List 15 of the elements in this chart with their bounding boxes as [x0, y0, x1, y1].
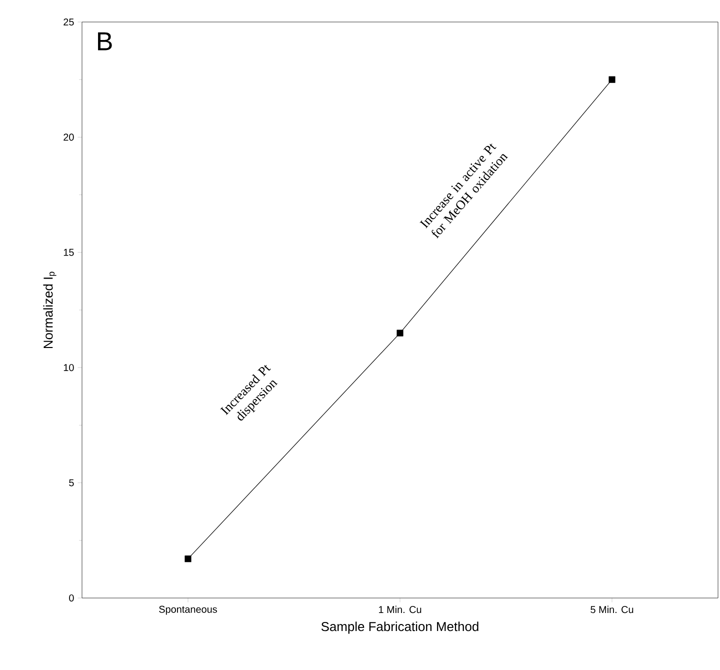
x-tick-label: Spontaneous [159, 606, 217, 615]
x-tick-label: 1 Min. Cu [378, 606, 422, 614]
x-axis-title: Sample Fabrication Method [321, 622, 478, 634]
point [608, 76, 616, 83]
y-tick-label: 25 [64, 18, 74, 26]
y-tick-label: 15 [64, 248, 74, 256]
y-tick-label: 0 [69, 594, 74, 602]
y-tick-label: 20 [64, 134, 74, 141]
point [396, 330, 404, 336]
y-axis-title: Normalized I$_{p}$ [43, 272, 56, 348]
x-tick-label: 5 Min. Cu [590, 606, 634, 614]
y-tick-label: 5 [69, 479, 74, 486]
annotation: B [98, 32, 112, 50]
y-tick-label: 10 [64, 364, 74, 372]
point [184, 556, 192, 562]
